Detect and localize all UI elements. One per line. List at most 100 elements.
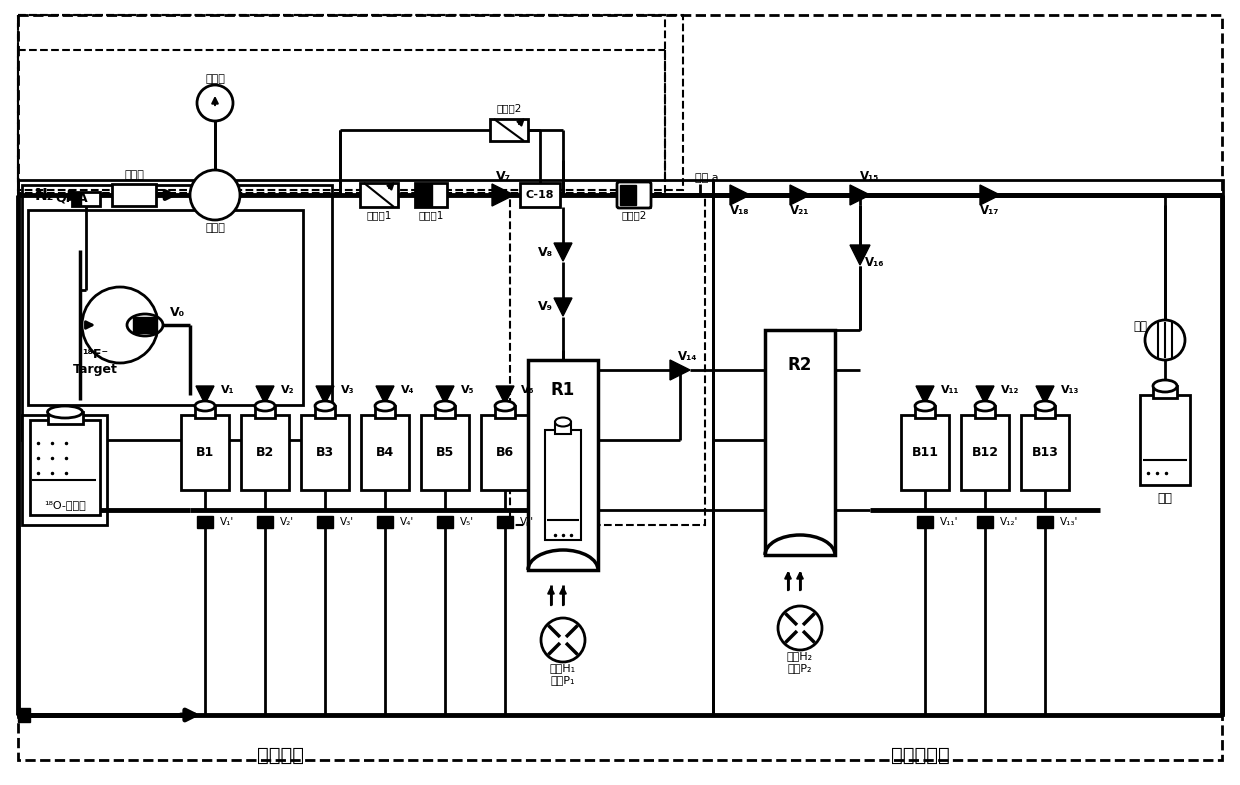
Text: 风冷P₁: 风冷P₁: [551, 675, 575, 685]
Bar: [528, 360, 598, 570]
Polygon shape: [316, 386, 334, 404]
Ellipse shape: [1035, 401, 1055, 411]
Text: V₄: V₄: [401, 385, 414, 395]
Bar: [72, 192, 100, 206]
Text: QMA: QMA: [55, 192, 88, 205]
Text: V₁₆: V₁₆: [866, 255, 885, 268]
Polygon shape: [554, 298, 572, 316]
Text: V₁₃: V₁₃: [1061, 385, 1079, 395]
Text: V₁₇: V₁₇: [981, 203, 999, 217]
Polygon shape: [436, 386, 454, 404]
Text: 单向阀1: 单向阀1: [418, 210, 444, 220]
Bar: [765, 330, 835, 555]
Text: 风热H₂: 风热H₂: [787, 651, 813, 661]
Ellipse shape: [315, 401, 335, 411]
Text: V₄': V₄': [401, 517, 414, 527]
Bar: [415, 183, 446, 207]
Bar: [19, 180, 713, 715]
Text: C-18: C-18: [526, 190, 554, 200]
Text: B1: B1: [196, 447, 215, 459]
Bar: [1035, 406, 1055, 418]
Text: 固相萸取组: 固相萸取组: [890, 746, 950, 765]
Bar: [1021, 415, 1069, 490]
Bar: [556, 422, 570, 434]
Polygon shape: [492, 184, 515, 206]
Polygon shape: [849, 185, 870, 205]
Bar: [510, 195, 706, 525]
Bar: [30, 420, 100, 515]
Text: V₆: V₆: [521, 385, 534, 395]
Ellipse shape: [255, 401, 275, 411]
Bar: [975, 406, 994, 418]
Bar: [961, 415, 1009, 490]
Polygon shape: [496, 386, 515, 404]
Polygon shape: [255, 386, 274, 404]
Text: 总气阀: 总气阀: [124, 170, 144, 180]
Bar: [73, 193, 81, 205]
Text: V₁₂': V₁₂': [999, 517, 1018, 527]
Text: B11: B11: [911, 447, 939, 459]
Bar: [546, 430, 582, 540]
Circle shape: [190, 170, 241, 220]
Text: V₁₄: V₁₄: [678, 349, 698, 363]
Ellipse shape: [435, 401, 455, 411]
Polygon shape: [790, 185, 810, 205]
Text: 气流计1: 气流计1: [366, 210, 392, 220]
Text: ¹⁸O-回收水: ¹⁸O-回收水: [45, 500, 86, 510]
Ellipse shape: [126, 314, 162, 336]
Text: B5: B5: [436, 447, 454, 459]
Bar: [22, 185, 332, 440]
Polygon shape: [554, 243, 572, 261]
Bar: [915, 406, 935, 418]
Bar: [481, 415, 529, 490]
Bar: [918, 516, 932, 528]
Polygon shape: [849, 245, 870, 265]
Bar: [497, 516, 513, 528]
Text: 反应液组: 反应液组: [257, 746, 304, 765]
Text: 压力表: 压力表: [205, 74, 224, 84]
Text: 风热H₁: 风热H₁: [549, 663, 577, 673]
Polygon shape: [980, 185, 999, 205]
Text: V₁₁: V₁₁: [941, 385, 960, 395]
Bar: [618, 183, 650, 207]
Text: 单向阀2: 单向阀2: [621, 210, 647, 220]
Bar: [181, 415, 229, 490]
Text: V₇: V₇: [496, 170, 511, 184]
FancyBboxPatch shape: [618, 182, 651, 208]
Bar: [1140, 395, 1190, 485]
Text: B2: B2: [255, 447, 274, 459]
Bar: [415, 184, 432, 206]
Bar: [29, 210, 303, 405]
Text: V₁₅: V₁₅: [861, 170, 879, 182]
Bar: [520, 183, 560, 207]
Polygon shape: [1035, 386, 1054, 404]
Bar: [257, 516, 273, 528]
Polygon shape: [916, 386, 934, 404]
Text: R2: R2: [787, 356, 812, 374]
Text: V₉: V₉: [537, 301, 553, 313]
Text: V₈: V₈: [537, 246, 553, 258]
Text: 废液 a: 废液 a: [694, 173, 719, 183]
Text: 减压阀: 减压阀: [205, 223, 224, 233]
Bar: [377, 516, 393, 528]
Polygon shape: [976, 386, 994, 404]
Bar: [490, 119, 528, 141]
Ellipse shape: [374, 401, 396, 411]
Circle shape: [541, 618, 585, 662]
Text: V₃': V₃': [340, 517, 355, 527]
Text: B3: B3: [316, 447, 334, 459]
Bar: [495, 406, 515, 418]
Bar: [19, 15, 683, 190]
Polygon shape: [196, 386, 215, 404]
Bar: [19, 15, 665, 193]
Text: V₅: V₅: [461, 385, 475, 395]
Text: V₁₈: V₁₈: [730, 203, 750, 217]
Circle shape: [197, 85, 233, 121]
Text: V₁₃': V₁₃': [1060, 517, 1079, 527]
Ellipse shape: [47, 406, 83, 418]
Bar: [360, 183, 398, 207]
Bar: [436, 516, 453, 528]
Ellipse shape: [495, 401, 515, 411]
Text: V₁': V₁': [219, 517, 234, 527]
Text: V₂₁: V₂₁: [790, 203, 810, 217]
